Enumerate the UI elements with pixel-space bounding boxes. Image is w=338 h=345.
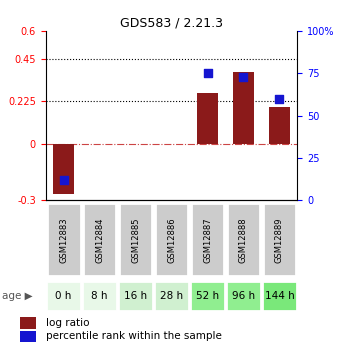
- Bar: [119, 203, 152, 276]
- Text: 16 h: 16 h: [124, 291, 147, 301]
- Text: GSM12883: GSM12883: [59, 217, 68, 263]
- Bar: [118, 281, 153, 311]
- Text: 52 h: 52 h: [196, 291, 219, 301]
- Bar: [46, 281, 81, 311]
- Bar: [20, 317, 36, 329]
- Bar: [154, 281, 189, 311]
- Text: GSM12889: GSM12889: [275, 217, 284, 263]
- Bar: [262, 281, 297, 311]
- Text: 96 h: 96 h: [232, 291, 255, 301]
- Text: 8 h: 8 h: [91, 291, 108, 301]
- Bar: [82, 281, 117, 311]
- Text: 28 h: 28 h: [160, 291, 183, 301]
- Bar: [226, 281, 261, 311]
- Bar: [190, 281, 225, 311]
- Text: GSM12888: GSM12888: [239, 217, 248, 263]
- Bar: [197, 93, 218, 144]
- Bar: [83, 203, 117, 276]
- Text: 0 h: 0 h: [55, 291, 72, 301]
- Point: [205, 71, 210, 76]
- Bar: [47, 203, 80, 276]
- Text: age ▶: age ▶: [2, 291, 32, 301]
- Bar: [20, 331, 36, 342]
- Point: [61, 177, 66, 183]
- Text: GSM12887: GSM12887: [203, 217, 212, 263]
- Bar: [233, 72, 254, 144]
- Bar: [191, 203, 224, 276]
- Text: percentile rank within the sample: percentile rank within the sample: [46, 332, 222, 341]
- Text: log ratio: log ratio: [46, 318, 89, 328]
- Bar: [263, 203, 296, 276]
- Text: GSM12886: GSM12886: [167, 217, 176, 263]
- Bar: [53, 144, 74, 195]
- Bar: [226, 203, 260, 276]
- Point: [241, 74, 246, 79]
- Bar: [154, 203, 189, 276]
- Text: GSM12885: GSM12885: [131, 217, 140, 263]
- Text: GSM12884: GSM12884: [95, 217, 104, 263]
- Title: GDS583 / 2.21.3: GDS583 / 2.21.3: [120, 17, 223, 30]
- Bar: [269, 107, 290, 144]
- Point: [277, 96, 282, 101]
- Text: 144 h: 144 h: [265, 291, 294, 301]
